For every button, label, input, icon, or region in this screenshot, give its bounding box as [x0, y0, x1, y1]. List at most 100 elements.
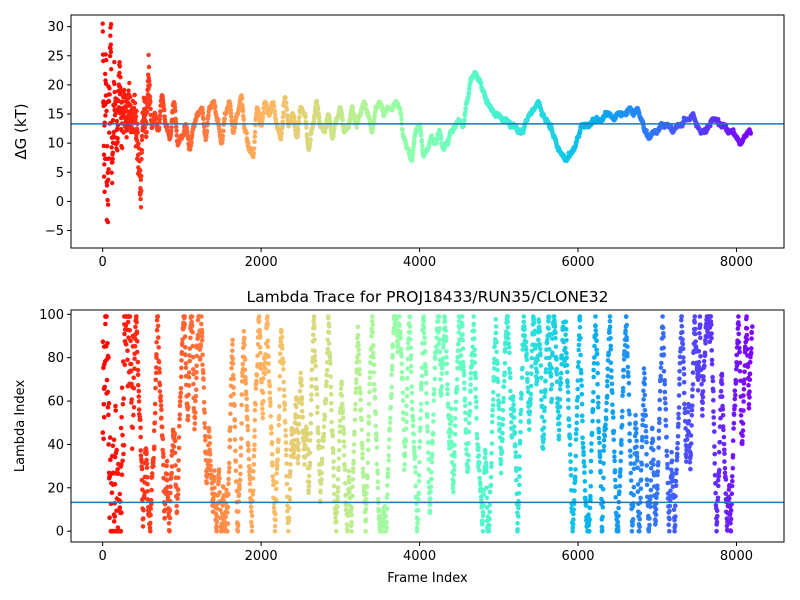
lambda-point — [287, 469, 293, 474]
lambda-point — [496, 415, 502, 421]
lambda-point — [245, 443, 251, 448]
lambda-point — [407, 324, 413, 329]
delta-g-point — [139, 156, 144, 162]
lambda-point — [460, 359, 466, 365]
lambda-point — [410, 423, 416, 429]
lambda-point — [570, 528, 575, 534]
lambda-point — [439, 391, 444, 397]
delta-g-point — [101, 152, 107, 157]
lambda-point — [338, 386, 344, 392]
y-tick-label: 0 — [56, 195, 64, 210]
lambda-point — [681, 355, 686, 360]
lambda-point — [192, 426, 197, 432]
lambda-point — [198, 342, 203, 347]
lambda-point — [164, 471, 170, 477]
lambda-point — [183, 345, 188, 350]
lambda-point — [456, 341, 461, 347]
lambda-point — [554, 379, 560, 385]
lambda-point — [398, 346, 404, 352]
lambda-point — [500, 430, 505, 436]
lambda-point — [684, 459, 689, 464]
lambda-point — [193, 410, 198, 415]
lambda-point — [200, 362, 205, 368]
lambda-point — [244, 407, 250, 413]
lambda-point — [194, 363, 199, 369]
lambda-point — [200, 352, 205, 358]
lambda-point — [675, 440, 680, 446]
lambda-point — [589, 441, 594, 446]
lambda-point — [167, 528, 172, 533]
lambda-point — [230, 361, 236, 366]
lambda-point — [104, 377, 110, 383]
lambda-point — [651, 462, 656, 467]
lambda-point — [307, 438, 313, 443]
lambda-point — [366, 419, 372, 425]
lambda-point — [374, 445, 380, 450]
lambda-point — [139, 466, 145, 472]
lambda-point — [447, 434, 452, 439]
lambda-point — [278, 339, 284, 345]
lambda-point — [603, 408, 609, 413]
lambda-point — [528, 391, 534, 397]
lambda-point — [611, 428, 617, 434]
lambda-point — [589, 448, 594, 453]
delta-g-point — [139, 137, 145, 143]
lambda-point — [212, 485, 217, 491]
lambda-point — [342, 467, 348, 473]
delta-g-point — [107, 53, 113, 59]
lambda-point — [526, 420, 532, 425]
lambda-point — [383, 528, 389, 534]
lambda-point — [171, 444, 177, 449]
lambda-point — [192, 415, 198, 421]
lambda-point — [690, 382, 696, 387]
lambda-point — [555, 409, 561, 414]
lambda-point — [359, 417, 365, 423]
delta-g-point — [100, 29, 106, 34]
lambda-point — [578, 377, 584, 383]
lambda-point — [306, 473, 312, 479]
delta-g-point — [283, 95, 288, 100]
lambda-point — [692, 331, 698, 337]
lambda-point — [594, 351, 600, 357]
lambda-point — [148, 506, 153, 511]
lambda-point — [331, 465, 336, 471]
lambda-point — [547, 347, 552, 352]
y-tick-label: 5 — [56, 166, 64, 181]
lambda-point — [104, 314, 109, 319]
lambda-point — [579, 391, 585, 397]
lambda-point — [254, 372, 260, 378]
lambda-point — [505, 319, 511, 325]
lambda-point — [360, 446, 365, 451]
lambda-point — [247, 481, 253, 487]
lambda-point — [350, 484, 355, 490]
lambda-point — [419, 373, 425, 379]
lambda-point — [489, 419, 495, 425]
lambda-point — [201, 400, 207, 405]
lambda-point — [538, 363, 544, 368]
lambda-point — [312, 358, 318, 364]
lambda-point — [506, 336, 511, 341]
lambda-point — [425, 440, 431, 445]
delta-g-point — [139, 133, 145, 139]
lambda-point — [574, 405, 580, 410]
lambda-point — [418, 401, 424, 407]
lambda-point — [282, 393, 287, 399]
lambda-point — [651, 447, 656, 453]
lambda-point — [281, 387, 287, 393]
lambda-point — [429, 470, 434, 475]
lambda-point — [111, 519, 117, 524]
lambda-point — [228, 411, 233, 417]
lambda-point — [265, 314, 270, 319]
lambda-point — [145, 489, 150, 494]
delta-g-point — [400, 127, 405, 133]
lambda-point — [445, 386, 450, 392]
lambda-point — [590, 398, 596, 404]
delta-g-point — [115, 148, 120, 153]
lambda-point — [337, 418, 343, 424]
lambda-point — [380, 523, 386, 529]
lambda-point — [185, 413, 191, 419]
lambda-point — [445, 382, 450, 387]
lambda-point — [564, 338, 569, 343]
lambda-point — [643, 428, 649, 434]
